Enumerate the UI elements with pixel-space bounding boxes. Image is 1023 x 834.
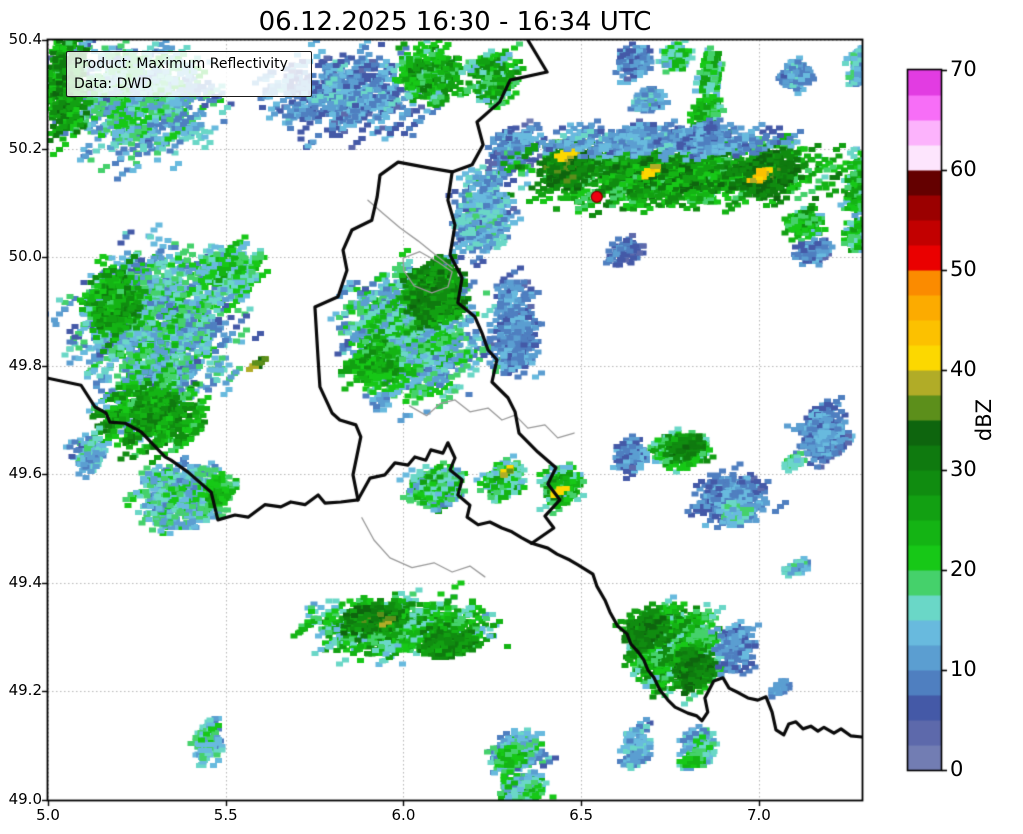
y-tick-label: 50.4 [8,30,42,48]
y-tick-label: 49.2 [8,681,42,700]
colorbar-tick-label: 70 [950,57,977,81]
colorbar-tick-label: 30 [950,457,977,481]
x-tick-label: 7.0 [746,806,771,824]
x-tick-label: 6.0 [391,806,416,824]
y-tick-label: 49.6 [8,464,42,483]
info-box: Product: Maximum Reflectivity Data: DWD [66,51,312,97]
x-tick-label: 5.0 [36,806,60,824]
colorbar-tick-label: 60 [950,157,977,181]
colorbar-tick-label: 40 [950,357,977,381]
colorbar-tick-label: 50 [950,257,977,281]
y-tick-label: 49.4 [8,572,42,591]
y-tick-label: 50.2 [8,138,42,157]
y-tick-label: 50.0 [8,247,42,266]
colorbar-tick-label: 10 [950,657,977,681]
colorbar-tick-label: 20 [950,557,977,581]
figure-title: 06.12.2025 16:30 - 16:34 UTC [258,7,652,37]
colorbar-axis-label: dBZ [972,398,997,442]
x-tick-label: 5.5 [213,806,238,824]
colorbar-tick-label: 0 [950,757,964,781]
y-tick-label: 49.8 [8,355,42,374]
info-box-product-line: Product: Maximum Reflectivity [74,56,288,72]
y-tick-label: 49.0 [8,790,42,808]
info-box-source-line: Data: DWD [74,76,152,92]
x-tick-label: 6.5 [569,806,594,824]
